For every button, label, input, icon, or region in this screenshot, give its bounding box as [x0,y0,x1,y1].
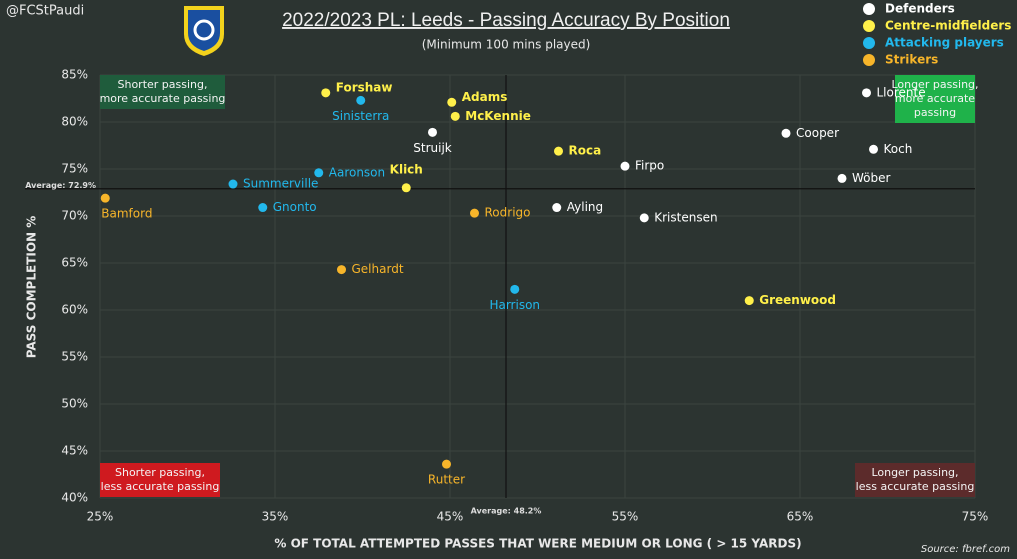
point [447,97,457,107]
point-label: Adams [462,90,508,104]
y-tick-label: 60% [61,303,88,317]
legend-marker [863,37,875,49]
point-label: Kristensen [654,210,717,224]
point [639,213,649,223]
x-tick-label: 45% [437,510,464,524]
point [337,265,346,275]
legend-label: Defenders [885,2,955,16]
point [450,111,460,121]
club-logo [184,6,224,56]
y-axis-label: PASS COMPLETION % [25,216,39,359]
point-label: Summerville [243,177,318,191]
chart-title: 2022/2023 PL: Leeds - Passing Accuracy B… [282,10,730,31]
point [356,95,366,105]
quadrant-text: Longer passing, [891,78,978,91]
source: Source: fbref.com [921,544,1010,555]
point-label: Roca [569,144,602,158]
quadrant-text: Shorter passing, [115,466,205,479]
point [442,459,451,469]
y-tick-label: 45% [61,444,88,458]
quadrant-box [100,75,225,109]
y-tick-label: 70% [61,209,88,223]
point-label: Gnonto [273,200,317,214]
quadrant-text: Shorter passing, [118,78,208,91]
point-label: Aaronson [329,165,385,179]
point-label: Cooper [796,126,839,140]
legend-marker [863,20,875,32]
average-label: Average: 48.2% [471,507,542,516]
point-label: Wöber [852,171,891,185]
point-label: Gelhardt [352,262,404,276]
point [869,144,878,154]
x-tick-label: 35% [262,510,289,524]
point-label: Rodrigo [485,206,531,220]
legend-marker [863,3,875,15]
point [401,183,411,193]
x-tick-label: 75% [962,510,989,524]
y-tick-label: 75% [61,162,88,176]
quadrant-text: passing [914,106,956,119]
y-tick-label: 80% [61,115,88,129]
legend-marker [863,54,875,66]
point [837,173,847,183]
point [100,193,110,203]
point [510,284,520,294]
x-tick-label: 55% [612,510,639,524]
point-label: Harrison [489,298,540,312]
point [781,128,791,138]
point [470,208,479,218]
point-label: Struijk [413,141,452,155]
quadrant-text: more accurate [895,92,975,105]
y-tick-label: 50% [61,397,88,411]
point [314,168,324,178]
quadrant-box [855,463,975,497]
y-tick-label: 40% [61,491,88,505]
point-label: Firpo [635,159,664,173]
point [554,146,563,156]
quadrant-text: less accurate passing [856,480,975,493]
point-label: Bamford [101,207,152,221]
x-tick-label: 25% [87,510,114,524]
quadrant-box [100,463,220,497]
legend-label: Attacking players [885,36,1004,50]
point-label: Klich [390,162,423,176]
point [228,179,238,189]
point [258,203,268,213]
y-tick-label: 65% [61,256,88,270]
point [321,88,331,98]
point-label: Ayling [567,200,603,214]
x-axis-label: % OF TOTAL ATTEMPTED PASSES THAT WERE ME… [274,537,801,551]
point-label: McKennie [465,109,531,123]
quadrant-box [895,75,975,123]
quadrant-text: more accurate passing [100,92,226,105]
point-label: Greenwood [759,293,836,307]
quadrant-text: Longer passing, [871,466,958,479]
point-label: Sinisterra [332,109,389,123]
point-label: Llorente [877,85,926,99]
quadrant-text: less accurate passing [101,480,220,493]
y-tick-label: 55% [61,350,88,364]
point [620,161,630,171]
average-label: Average: 72.9% [25,181,96,190]
legend-label: Strikers [885,53,938,67]
point-label: Koch [884,142,913,156]
point [744,296,754,306]
point [862,88,871,98]
point [428,127,437,137]
legend-label: Centre-midfielders [885,19,1011,33]
point [552,203,562,213]
handle: @FCStPaudi [6,4,84,19]
chart-subtitle: (Minimum 100 mins played) [422,38,591,52]
point-label: Forshaw [336,80,393,94]
x-tick-label: 65% [787,510,814,524]
y-tick-label: 85% [61,68,88,82]
point-label: Rutter [428,473,465,487]
